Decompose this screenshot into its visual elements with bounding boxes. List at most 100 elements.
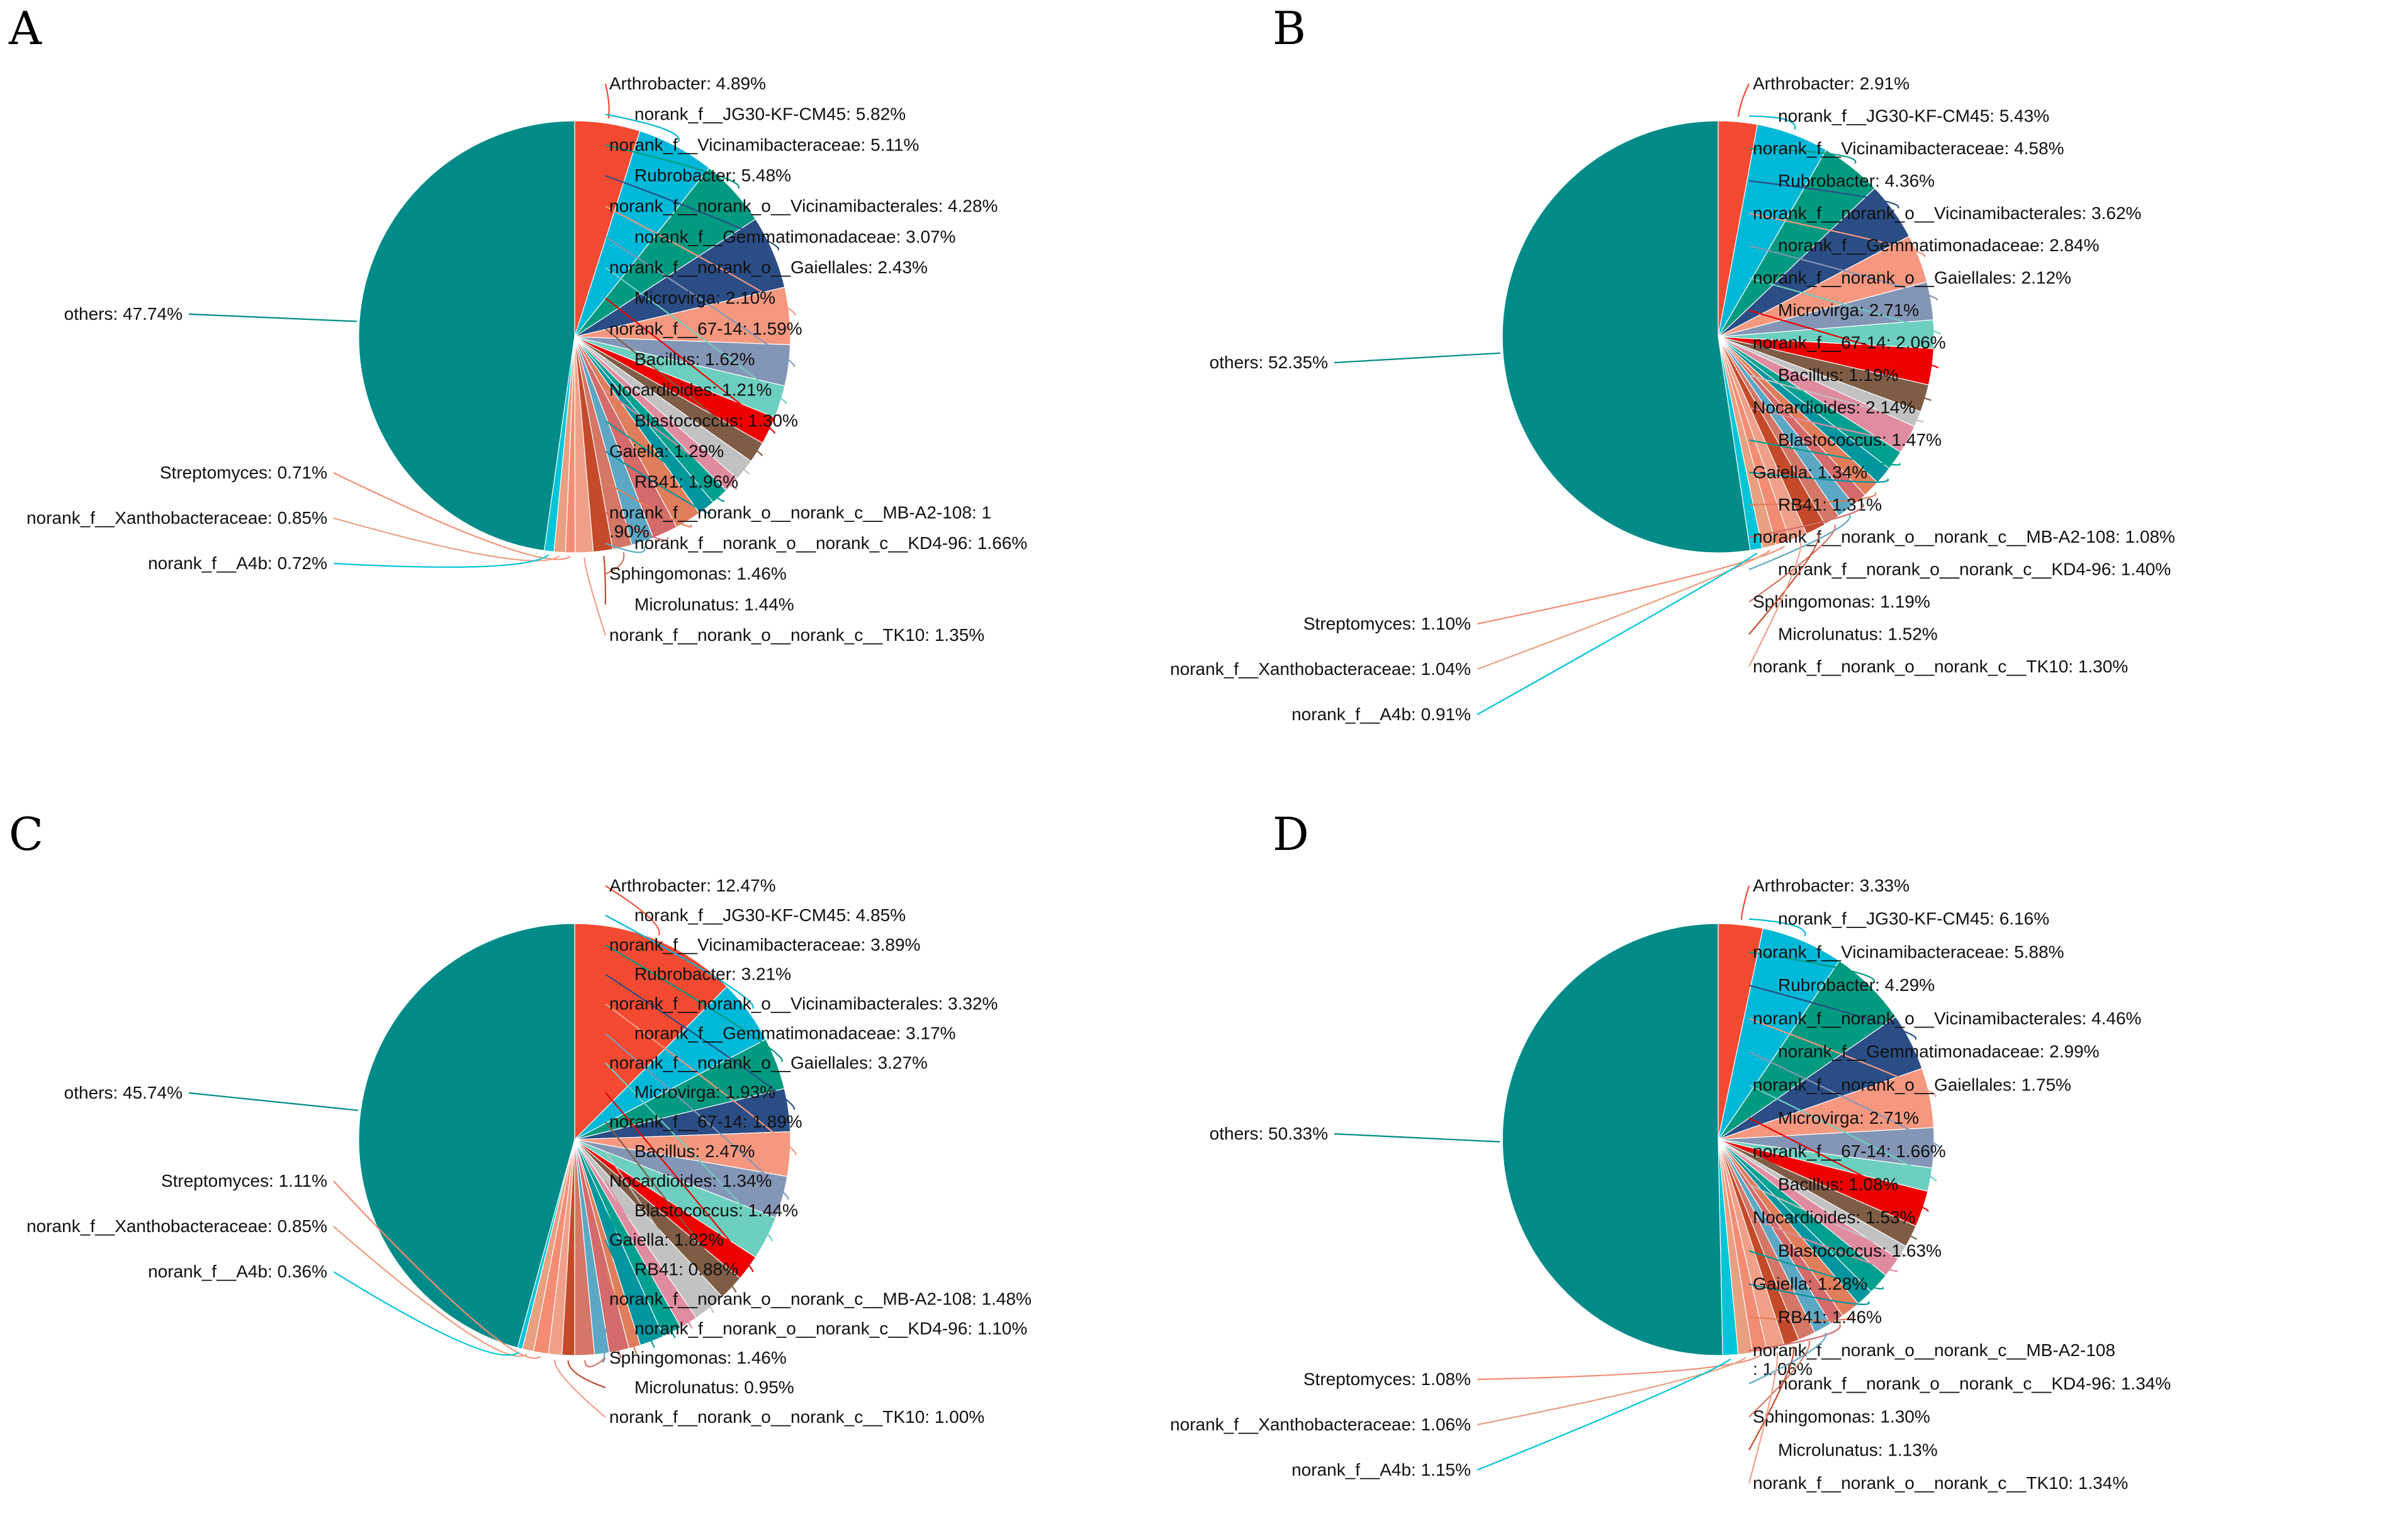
slice-label-others: others: 50.33% xyxy=(1210,1124,1328,1143)
slice-label: Nocardioides: 1.53% xyxy=(1753,1208,1915,1227)
leader-line xyxy=(1748,1250,1884,1290)
leader-line xyxy=(1334,352,1501,364)
slice-label: Nocardioides: 2.14% xyxy=(1753,397,1915,417)
slice-label: Sphingomonas: 1.46% xyxy=(609,1348,787,1367)
slice-label: RB41: 0.88% xyxy=(634,1260,738,1279)
leader-line xyxy=(1477,1358,1731,1471)
slice-label: norank_f__Gemmatimonadaceae: 2.84% xyxy=(1778,235,2100,255)
slice-label: Arthrobacter: 12.47% xyxy=(609,876,776,895)
leader-line xyxy=(1748,310,1939,369)
pie-slice-norank-f-jg30-kf-cm45 xyxy=(574,130,710,337)
panel-b: B Arthrobacter: 2.91% norank_f__JG30-KF-C… xyxy=(1170,2,2175,724)
leader-line xyxy=(1748,1017,1937,1097)
slice-label: norank_f__Vicinamibacteraceae: 3.89% xyxy=(609,935,920,954)
leader-line xyxy=(333,517,560,562)
leader-line xyxy=(603,555,607,605)
leader-line xyxy=(605,451,711,514)
pie-slice-arthrobacter xyxy=(574,923,728,1141)
slice-label: norank_f__JG30-KF-CM45: 5.43% xyxy=(1778,106,2049,125)
slice-label: norank_f__A4b: 0.91% xyxy=(1291,704,1471,724)
leader-line xyxy=(333,472,571,560)
slice-label: Rubrobacter: 3.21% xyxy=(634,964,791,984)
slice-label: norank_f__A4b: 1.15% xyxy=(1291,1460,1471,1479)
slice-label: Microlunatus: 1.52% xyxy=(1778,625,1938,644)
leader-line xyxy=(333,1180,541,1359)
leader-line xyxy=(1748,533,1820,635)
leader-line xyxy=(1748,439,1901,466)
leader-line xyxy=(1748,1347,1795,1451)
pie-slice-norank-f-jg30-kf-cm45 xyxy=(1718,927,1840,1140)
leader-line xyxy=(1748,918,1806,937)
slice-label: Microvirga: 2.10% xyxy=(634,288,775,308)
leader-line xyxy=(567,1360,606,1389)
slice-label: norank_f__A4b: 0.72% xyxy=(148,553,327,573)
leader-line xyxy=(605,512,669,541)
panel-letter-b: B xyxy=(1273,2,1306,55)
leader-line xyxy=(605,481,692,528)
slice-label: norank_f__norank_o__norank_c__MB-A2-108 xyxy=(1753,1340,2115,1360)
slice-label: norank_f__norank_o__Vicinamibacterales: … xyxy=(609,196,998,216)
leader-line xyxy=(583,557,607,636)
pie-slice-others xyxy=(358,923,575,1349)
pie-slice-norank-f-vicinamibacteraceae xyxy=(1718,960,1896,1140)
leader-line xyxy=(605,914,754,1009)
leader-line xyxy=(605,236,796,367)
leader-line xyxy=(605,1180,693,1329)
slice-label: Bacillus: 1.19% xyxy=(1778,365,1898,385)
slice-label-others: others: 52.35% xyxy=(1210,353,1328,372)
leader-line xyxy=(1748,212,1926,257)
slice-label: norank_f__Gemmatimonadaceae: 3.07% xyxy=(634,227,956,246)
pie-slice-others xyxy=(1502,120,1751,553)
pie-slice-others xyxy=(358,120,575,552)
slice-label: norank_f__norank_o__Gaiellales: 2.12% xyxy=(1753,268,2071,288)
leader-line xyxy=(605,1210,676,1338)
slice-label: Bacillus: 2.47% xyxy=(634,1141,755,1161)
slice-label: norank_f__67-14: 2.06% xyxy=(1753,333,1946,353)
leader-line xyxy=(605,205,796,316)
slice-label: norank_f__norank_o__norank_c__MB-A2-108:… xyxy=(609,502,991,522)
leader-line xyxy=(1748,951,1876,983)
slice-label: norank_f__norank_o__norank_c__KD4-96: 1.… xyxy=(634,1318,1027,1338)
leader-line xyxy=(1748,514,1851,570)
slice-label: Arthrobacter: 2.91% xyxy=(1753,74,1910,93)
leader-line xyxy=(605,328,763,456)
leader-line xyxy=(1748,180,1899,209)
slice-label: Streptomyces: 0.71% xyxy=(160,463,327,482)
slice-label: norank_f__norank_o__norank_c__TK10: 1.34… xyxy=(1753,1473,2128,1493)
slice-label: Nocardioides: 1.34% xyxy=(609,1171,772,1191)
leader-line xyxy=(1748,503,1864,538)
leader-line xyxy=(605,144,740,189)
slice-label: norank_f__norank_o__Vicinamibacterales: … xyxy=(609,994,998,1014)
slice-label: Gaiella: 1.82% xyxy=(609,1230,724,1250)
slice-label: Gaiella: 1.28% xyxy=(1753,1274,1867,1294)
pie-d: Arthrobacter: 3.33% norank_f__JG30-KF-CM4… xyxy=(1170,876,2171,1493)
slice-label: norank_f__67-14: 1.59% xyxy=(609,319,802,338)
leader-line xyxy=(605,359,750,475)
leader-line xyxy=(604,83,610,119)
leader-line xyxy=(1748,1283,1870,1305)
slice-label: norank_f__norank_o__Vicinamibacterales: … xyxy=(1753,1009,2141,1028)
leader-line xyxy=(605,267,787,404)
leader-line xyxy=(1334,1133,1500,1143)
slice-label: Blastococcus: 1.44% xyxy=(634,1201,798,1220)
slice-label: Streptomyces: 1.11% xyxy=(161,1171,327,1191)
leader-line xyxy=(188,313,357,322)
slice-label: norank_f__JG30-KF-CM45: 5.82% xyxy=(634,105,906,124)
slice-label: Microlunatus: 0.95% xyxy=(634,1377,794,1397)
slice-label: Microlunatus: 1.13% xyxy=(1778,1440,1938,1459)
leader-line xyxy=(188,1092,359,1111)
leader-line xyxy=(584,1357,606,1367)
panel-letter-a: A xyxy=(8,2,42,55)
slice-label: Arthrobacter: 4.89% xyxy=(609,74,766,93)
leader-line xyxy=(1748,1340,1811,1418)
panel-letter-c: C xyxy=(9,808,43,861)
slice-label: norank_f__norank_o__Gaiellales: 2.43% xyxy=(609,257,928,277)
slice-label: norank_f__Gemmatimonadaceae: 2.99% xyxy=(1778,1042,2100,1061)
leader-line xyxy=(554,1359,606,1418)
slice-label: norank_f__Vicinamibacteraceae: 4.58% xyxy=(1753,139,2064,158)
slice-label: norank_f__Xanthobacteraceae: 1.04% xyxy=(1170,659,1471,679)
leader-line xyxy=(1477,545,1785,625)
slice-label: Blastococcus: 1.30% xyxy=(634,410,798,430)
leader-line xyxy=(605,944,783,1063)
